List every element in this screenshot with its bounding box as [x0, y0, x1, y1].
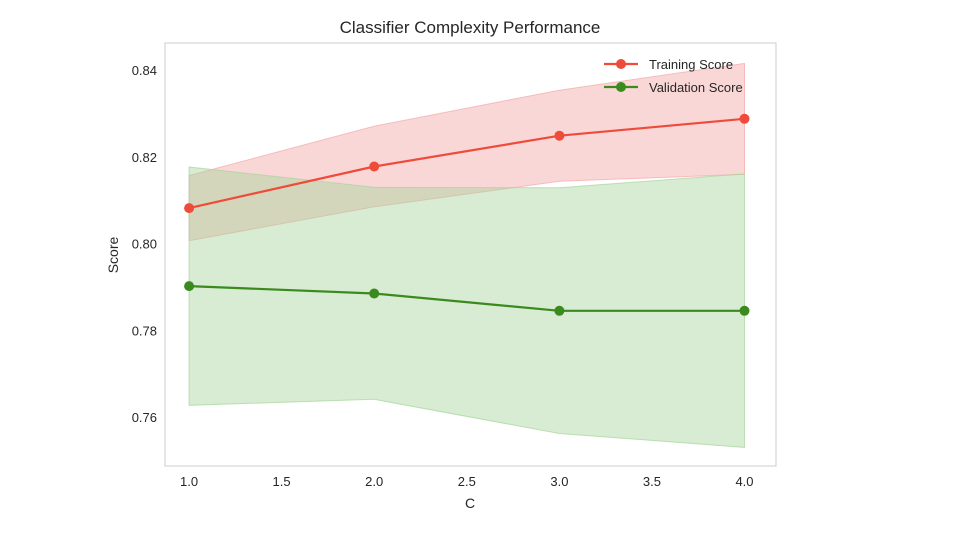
plot-frame [164, 42, 777, 467]
x-axis-label: C [465, 495, 475, 511]
x-tick-label: 2.5 [458, 474, 476, 489]
x-tick-label: 2.0 [365, 474, 383, 489]
training-score-point [184, 203, 195, 214]
validation-score-point [739, 305, 750, 316]
y-tick-label: 0.84 [132, 63, 157, 78]
y-tick-label: 0.76 [132, 410, 157, 425]
validation-score-band [188, 166, 745, 448]
training-score-line [188, 117, 745, 210]
training-score-legend-label: Training Score [649, 57, 733, 72]
validation-score-point [554, 305, 565, 316]
training-score-point [369, 161, 380, 172]
validation-score-point [369, 288, 380, 299]
x-tick-labels: 1.0 1.5 2.0 2.5 3.0 3.5 4.0 [180, 474, 753, 489]
y-tick-label: 0.80 [132, 237, 157, 252]
y-tick-label: 0.82 [132, 150, 157, 165]
validation-score-point [184, 281, 195, 292]
y-tick-label: 0.78 [132, 323, 157, 338]
x-tick-label: 3.0 [550, 474, 568, 489]
series-points [184, 113, 750, 316]
training-score-legend-marker [616, 59, 626, 69]
training-score-point [554, 130, 565, 141]
x-tick-label: 1.5 [273, 474, 291, 489]
x-tick-label: 4.0 [735, 474, 753, 489]
y-axis-label: Score [105, 237, 121, 274]
x-tick-label: 1.0 [180, 474, 198, 489]
training-score-point [739, 113, 750, 124]
legend: Training Score Validation Score [604, 57, 743, 95]
validation-score-legend-marker [616, 82, 626, 92]
y-tick-labels: 0.76 0.78 0.80 0.82 0.84 [132, 63, 157, 425]
x-tick-label: 3.5 [643, 474, 661, 489]
chart-title: Classifier Complexity Performance [340, 18, 601, 37]
validation-score-line [189, 285, 745, 312]
series-lines [188, 117, 745, 312]
validation-score-legend-label: Validation Score [649, 80, 743, 95]
